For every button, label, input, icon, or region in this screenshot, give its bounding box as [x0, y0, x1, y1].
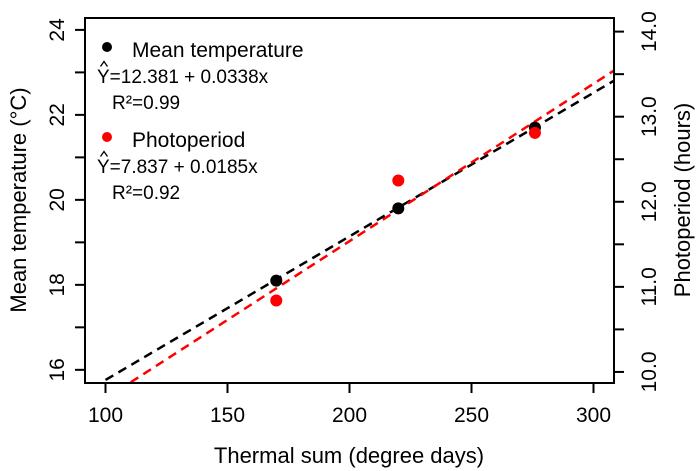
y-axis-title: Mean temperature (°C) — [6, 87, 31, 312]
equation-mean-temperature: Y=12.381 + 0.0338x — [97, 67, 269, 88]
y-tick-label: 24 — [46, 18, 69, 42]
y2-tick-label: 12.0 — [638, 181, 661, 222]
hat-icon — [99, 150, 109, 157]
data-point-photoperiod — [270, 294, 283, 307]
y2-axis-title: Photoperiod (hours) — [670, 103, 695, 297]
r2-mean-temperature: R²=0.99 — [112, 93, 180, 114]
fit-line-mean-temperature — [104, 79, 614, 382]
r2-photoperiod: R²=0.92 — [112, 183, 180, 204]
x-tick-label: 300 — [576, 404, 611, 427]
hat-icon — [99, 60, 109, 67]
y-tick-label: 16 — [46, 358, 69, 381]
legend-marker-mean-temperature — [102, 42, 112, 52]
y2-tick-label: 11.0 — [638, 267, 661, 306]
data-point-mean-temperature — [270, 274, 283, 287]
y-tick-label: 22 — [46, 103, 69, 126]
y2-tick-label: 10.0 — [638, 352, 661, 393]
legend-label-mean-temperature: Mean temperature — [132, 39, 304, 62]
x-tick-label: 100 — [88, 404, 123, 427]
x-tick-label: 150 — [210, 404, 245, 427]
y-tick-label: 20 — [46, 188, 69, 211]
y-tick-label: 18 — [46, 273, 69, 296]
legend: Mean temperature Y=12.381 + 0.0338x R²=0… — [97, 39, 304, 204]
data-point-photoperiod — [392, 174, 405, 187]
fit-line-photoperiod — [127, 69, 614, 383]
data-point-mean-temperature — [392, 202, 405, 215]
y2-tick-label: 14.0 — [638, 11, 661, 52]
x-tick-label: 200 — [332, 404, 367, 427]
legend-label-photoperiod: Photoperiod — [132, 129, 245, 152]
y2-tick-label: 13.0 — [638, 96, 661, 137]
x-axis-title: Thermal sum (degree days) — [214, 443, 484, 468]
x-tick-label: 250 — [454, 404, 489, 427]
legend-marker-photoperiod — [102, 132, 112, 142]
data-point-photoperiod — [528, 126, 541, 139]
equation-photoperiod: Y=7.837 + 0.0185x — [97, 157, 258, 178]
